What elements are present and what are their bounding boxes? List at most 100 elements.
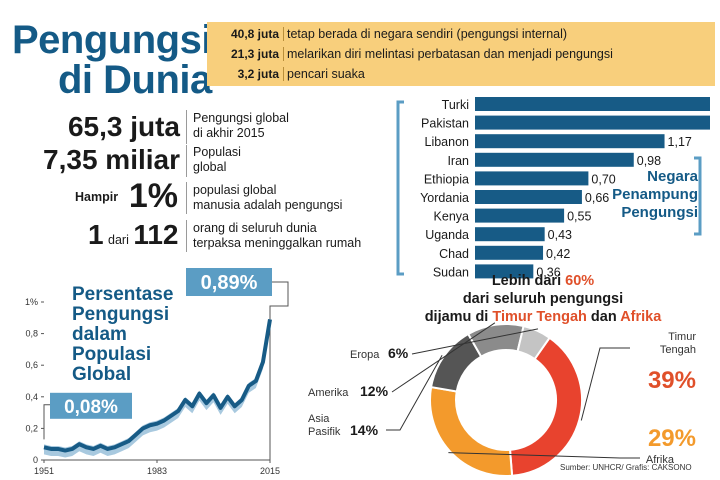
- page-title: Pengungsi: [12, 18, 212, 62]
- leader-line: [448, 452, 640, 459]
- y-tick-label: 0: [33, 455, 38, 465]
- source-credit: Sumber: UNHCR/ Grafis: CAKSONO: [560, 463, 692, 472]
- donut-header-highlight: Afrika: [620, 309, 662, 325]
- leader-line: [411, 328, 539, 355]
- stat-refugees-value: 65,3 juta: [67, 111, 180, 142]
- y-tick-label: 0,2: [25, 423, 38, 433]
- top-stat-row: 3,2 juta pencari suaka: [207, 64, 715, 84]
- line-shadow: [44, 316, 270, 458]
- bar-category-label: Libanon: [425, 135, 470, 149]
- bar: [475, 190, 582, 204]
- divider: [283, 47, 284, 61]
- bar-value-label: 0,66: [585, 191, 609, 205]
- y-tick-label: 0,4: [25, 392, 38, 402]
- leader-line: [269, 281, 289, 320]
- stat-refugees-desc: Pengungsi global di akhir 2015: [193, 111, 289, 141]
- host-countries-bar-chart: Turki1,84 jutaPakistan1,54Libanon1,17Ira…: [396, 97, 710, 279]
- bar: [475, 152, 634, 167]
- donut-header: Lebih dari 60% dari seluruh pengungsi di…: [378, 272, 708, 326]
- bar-category-label: Kenya: [434, 210, 469, 224]
- top-stat-desc: tetap berada di negara sendiri (pengungs…: [287, 27, 568, 41]
- bar-category-label: Turki: [442, 98, 469, 112]
- refugee-percentage-line-chart: 0 0,2 0,4 0,6 0,8 1% 1951 1983 2015 0,08% 0,89%: [25, 268, 289, 476]
- top-stat-row: 21,3 juta melarikan diri melintasi perba…: [207, 44, 715, 64]
- donut-slice: [516, 324, 551, 361]
- bar-chart-title: Negara Penampung Pengungsi: [588, 168, 698, 222]
- bar-category-label: Ethiopia: [424, 172, 469, 186]
- stat-desc-line: terpaksa meninggalkan rumah: [193, 236, 362, 250]
- top-stat-row: 40,8 juta tetap berada di negara sendiri…: [207, 24, 715, 44]
- stat-almost-prefix: Hampir: [75, 190, 119, 204]
- top-stat-desc: pencari suaka: [287, 67, 365, 81]
- y-tick-label: 0,6: [25, 360, 38, 370]
- bar: [475, 264, 534, 279]
- leader-line: [580, 347, 630, 421]
- bar-chart-frame: [396, 100, 404, 276]
- stat-desc-line: populasi global: [193, 183, 277, 197]
- stat-desc-line: global: [193, 160, 227, 174]
- line-chart-title: Persentase Pengungsi dalam Populasi Glob…: [72, 284, 174, 385]
- stat-population-desc: Populasi global: [193, 145, 241, 175]
- donut-header-text: dijamu di: [424, 309, 493, 325]
- annotation-label: 0,08%: [64, 397, 118, 418]
- stat-ratio: 1 dari 112: [88, 220, 179, 250]
- slice-label: Afrika: [646, 454, 675, 466]
- leader-line: [386, 355, 443, 431]
- series-line: [43, 319, 272, 453]
- leader-line: [43, 404, 50, 440]
- annotation-label: 0,89%: [201, 272, 258, 294]
- slice-value-label: 39%: [648, 367, 696, 394]
- annotation-box: [50, 392, 132, 419]
- stat-ratio-mid: dari: [108, 233, 129, 247]
- stat-desc-line: orang di seluruh dunia: [193, 221, 317, 235]
- donut-slice: [429, 385, 514, 477]
- divider: [186, 220, 187, 252]
- stat-ratio-den: 112: [133, 219, 179, 250]
- stat-percent-desc: populasi global manusia adalah pengungsi: [193, 183, 342, 213]
- donut-header-text: Lebih dari: [491, 273, 566, 289]
- slice-value-label: 12%: [360, 383, 389, 399]
- slice-label: Tengah: [660, 344, 696, 356]
- bar: [475, 227, 545, 242]
- annotation-box: [186, 268, 272, 296]
- bar-category-label: Chad: [439, 247, 469, 261]
- slice-label: Pasifik: [308, 426, 341, 438]
- top-stat-value: 3,2 juta: [237, 67, 279, 81]
- divider: [186, 110, 187, 144]
- donut-header-line1: Lebih dari 60%: [378, 272, 708, 290]
- stat-desc-line: manusia adalah pengungsi: [193, 198, 343, 212]
- donut-header-highlight: Timur Tengah: [492, 309, 587, 325]
- x-tick-label: 1983: [147, 466, 167, 476]
- stat-desc-line: di akhir 2015: [193, 126, 265, 140]
- bar-value-label: 0,43: [548, 228, 572, 242]
- bar-category-label: Pakistan: [421, 117, 469, 131]
- x-tick-label: 2015: [260, 466, 280, 476]
- donut-header-line3: dijamu di Timur Tengah dan Afrika: [378, 308, 708, 326]
- leader-line: [391, 322, 496, 393]
- x-tick-label: 1951: [34, 466, 54, 476]
- bar: [475, 115, 710, 130]
- slice-label: Asia: [308, 413, 330, 425]
- bar: [475, 97, 710, 111]
- bar-category-label: Uganda: [425, 228, 469, 242]
- bar-value-label: 0,70: [591, 172, 615, 186]
- stat-percent-value: 1%: [128, 177, 178, 215]
- stat-desc-line: Pengungsi global: [193, 111, 289, 125]
- donut-header-text: dan: [586, 309, 621, 325]
- bar-value-label: 0,42: [546, 247, 570, 261]
- bar-value-label: 0,55: [567, 210, 591, 224]
- bar-chart-title-text: Negara Penampung Pengungsi: [612, 168, 698, 221]
- slice-value-label: 6%: [388, 345, 409, 361]
- bar-category-label: Iran: [447, 154, 469, 168]
- slice-label: Amerika: [308, 387, 349, 399]
- stat-population-value: 7,35 miliar: [43, 144, 180, 175]
- page-subtitle: di Dunia: [58, 58, 212, 102]
- slice-value-label: 14%: [350, 422, 379, 438]
- donut-header-line2: dari seluruh pengungsi: [462, 291, 624, 307]
- bar-value-label: 0,36: [536, 265, 560, 279]
- slice-value-label: 29%: [648, 425, 696, 452]
- divider: [283, 27, 284, 41]
- bar: [475, 208, 565, 223]
- bar-chart-frame: [694, 156, 702, 236]
